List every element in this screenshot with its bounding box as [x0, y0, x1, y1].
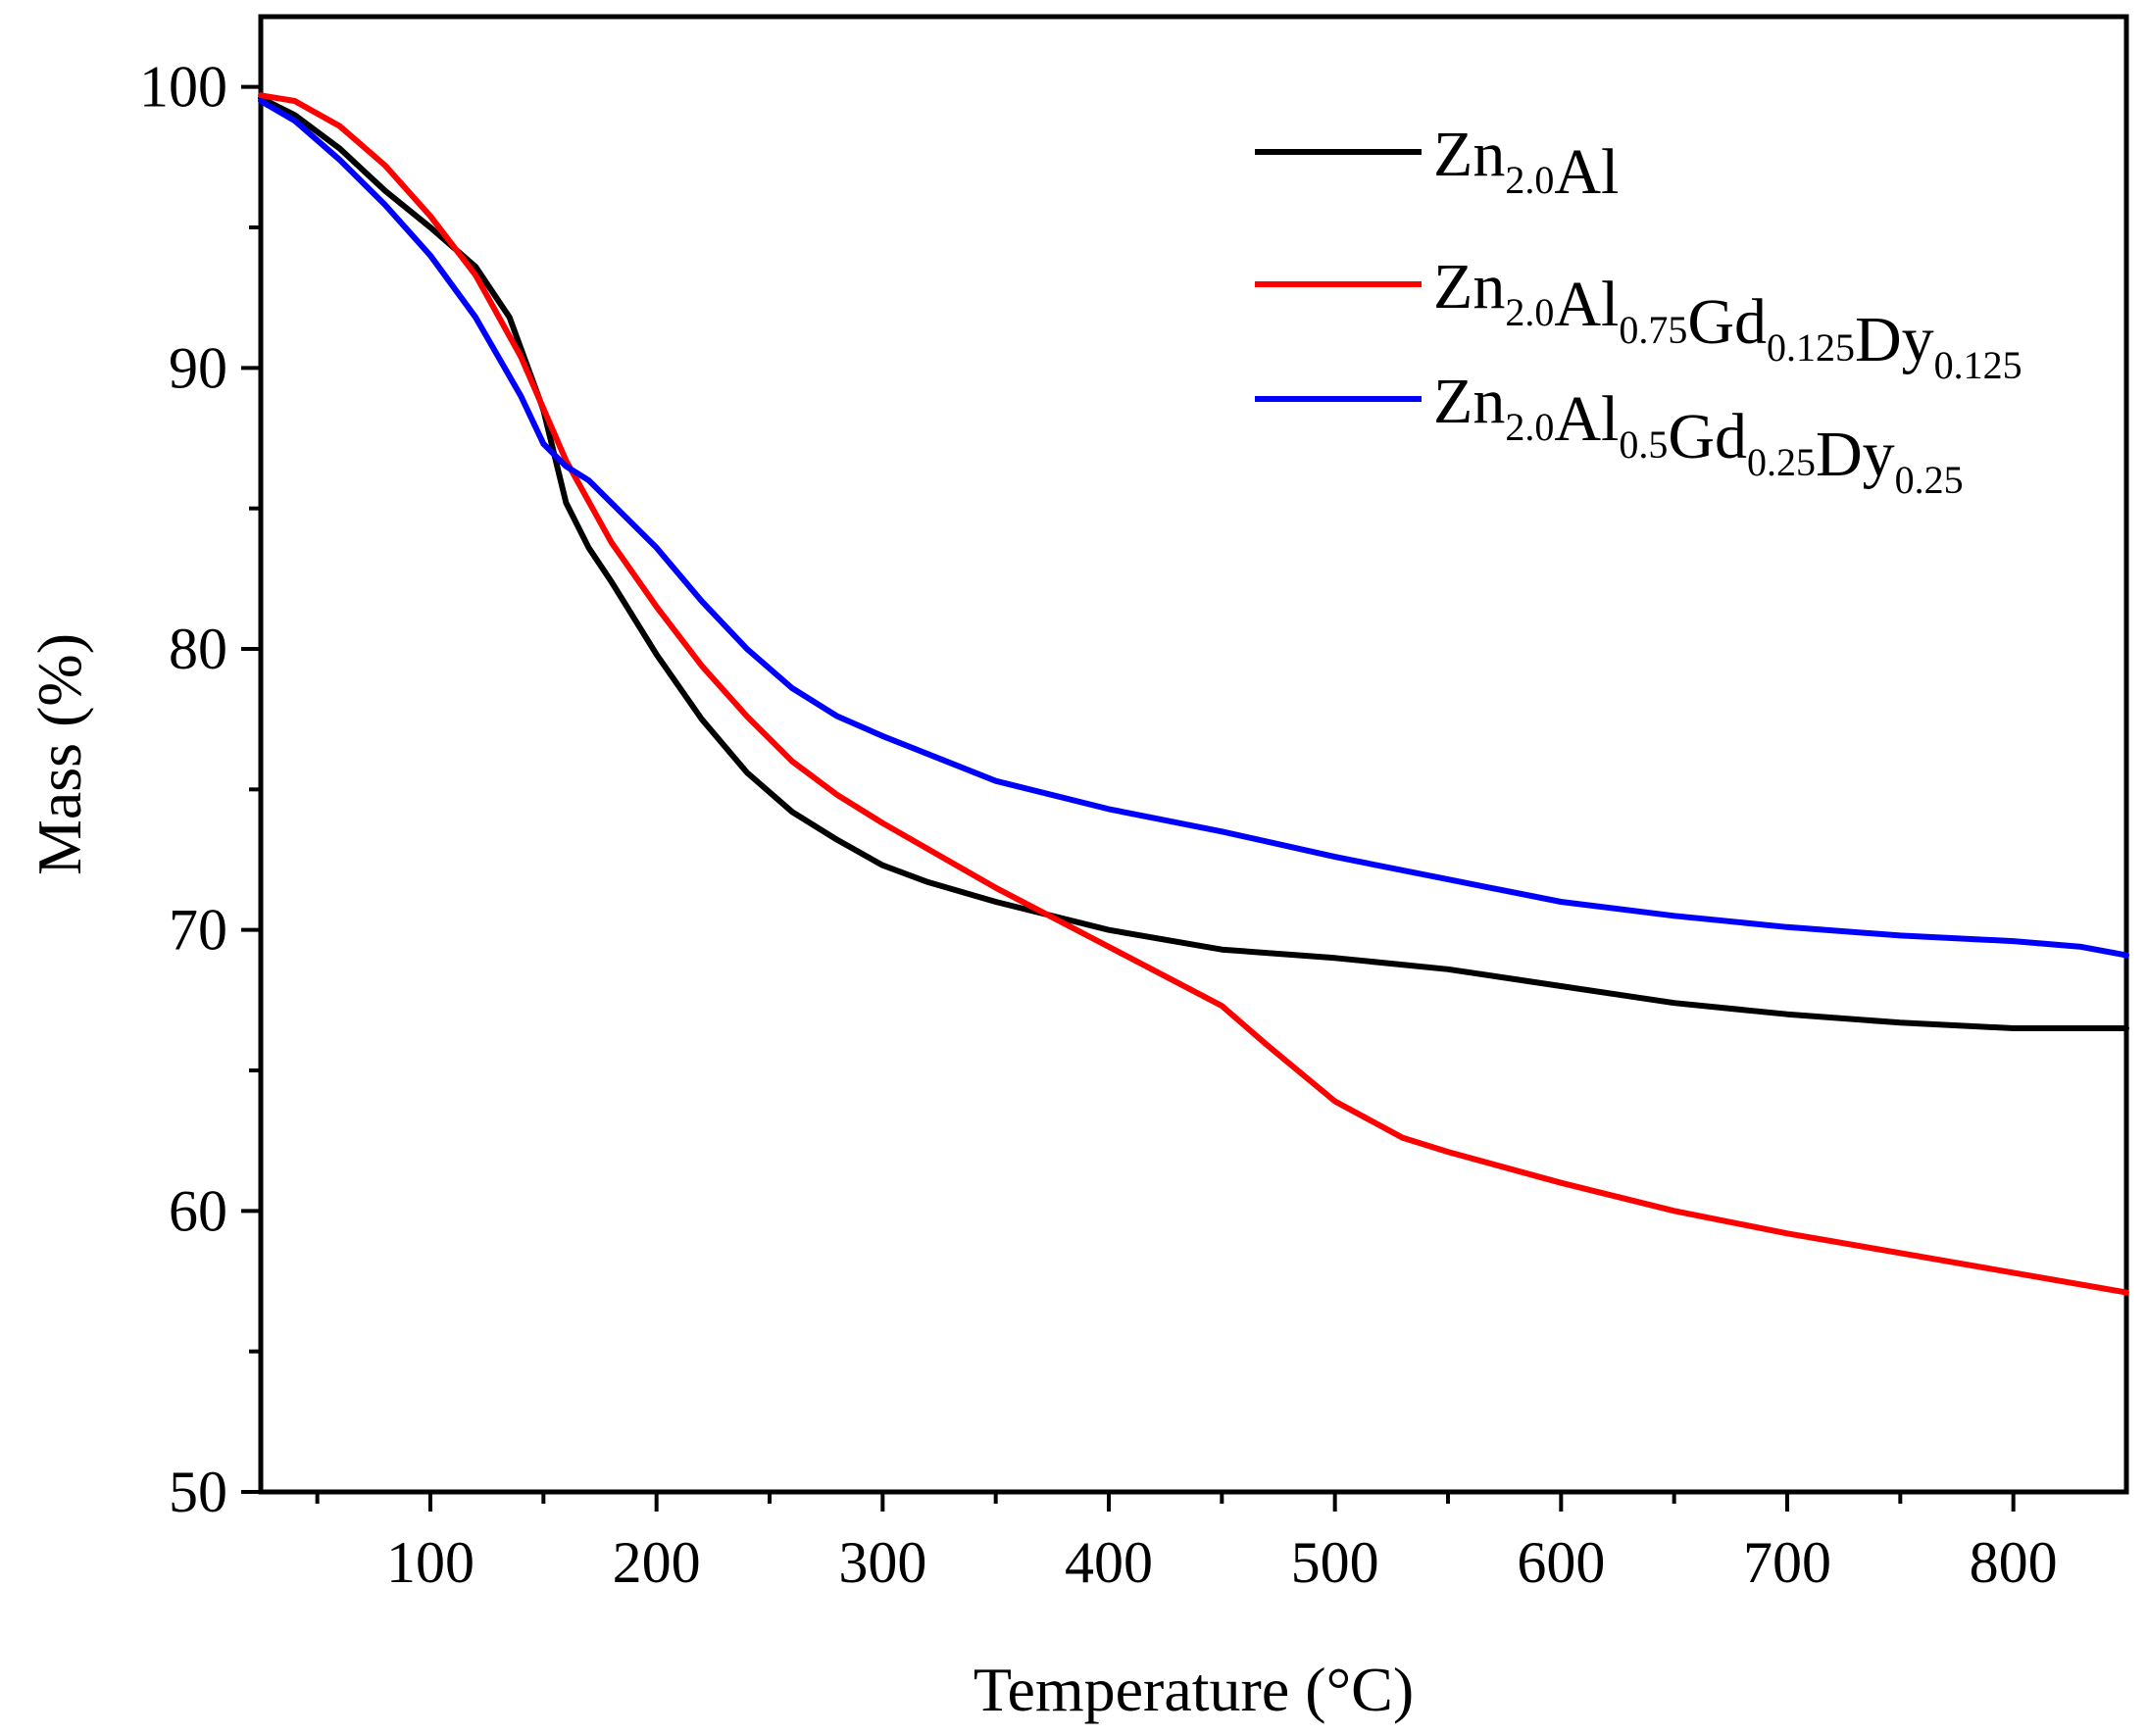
legend-label-0: Zn2.0Al: [1433, 119, 1619, 208]
y-tick-label: 70: [169, 898, 227, 963]
x-tick-label: 300: [838, 1530, 926, 1595]
x-axis-title: Temperature (°C): [974, 1655, 1414, 1724]
y-tick-label: 90: [169, 335, 227, 400]
plot-area: [258, 14, 2129, 1495]
legend-label-1: Zn2.0Al0.75Gd0.125Dy0.125: [1433, 251, 2022, 387]
x-tick-label: 800: [1970, 1530, 2058, 1595]
series-line-0: [258, 95, 2129, 1031]
plot-frame: [258, 14, 2129, 1495]
legend: Zn2.0Al Zn2.0Al0.75Gd0.125Dy0.125Zn2.0Al0…: [1255, 119, 2022, 502]
y-tick-label: 100: [139, 55, 227, 120]
ticks-layer: 100 200 300 400 500 600 700 800 50 60 70 80 90 100: [139, 55, 2058, 1595]
series-line-2: [258, 98, 2129, 959]
legend-label-2: Zn2.0Al0.5Gd0.25Dy0.25: [1433, 366, 1964, 502]
x-tick-label: 100: [386, 1530, 474, 1595]
series-layer: [258, 92, 2129, 1296]
x-tick-label: 500: [1291, 1530, 1379, 1595]
x-tick-label: 200: [613, 1530, 701, 1595]
y-axis-title: Mass (%): [25, 633, 94, 875]
x-tick-label: 400: [1065, 1530, 1153, 1595]
x-tick-label: 700: [1743, 1530, 1831, 1595]
series-line-1: [258, 92, 2129, 1296]
x-tick-label: 600: [1517, 1530, 1605, 1595]
y-tick-label: 60: [169, 1178, 227, 1243]
y-tick-label: 50: [169, 1460, 227, 1524]
y-tick-label: 80: [169, 617, 227, 681]
